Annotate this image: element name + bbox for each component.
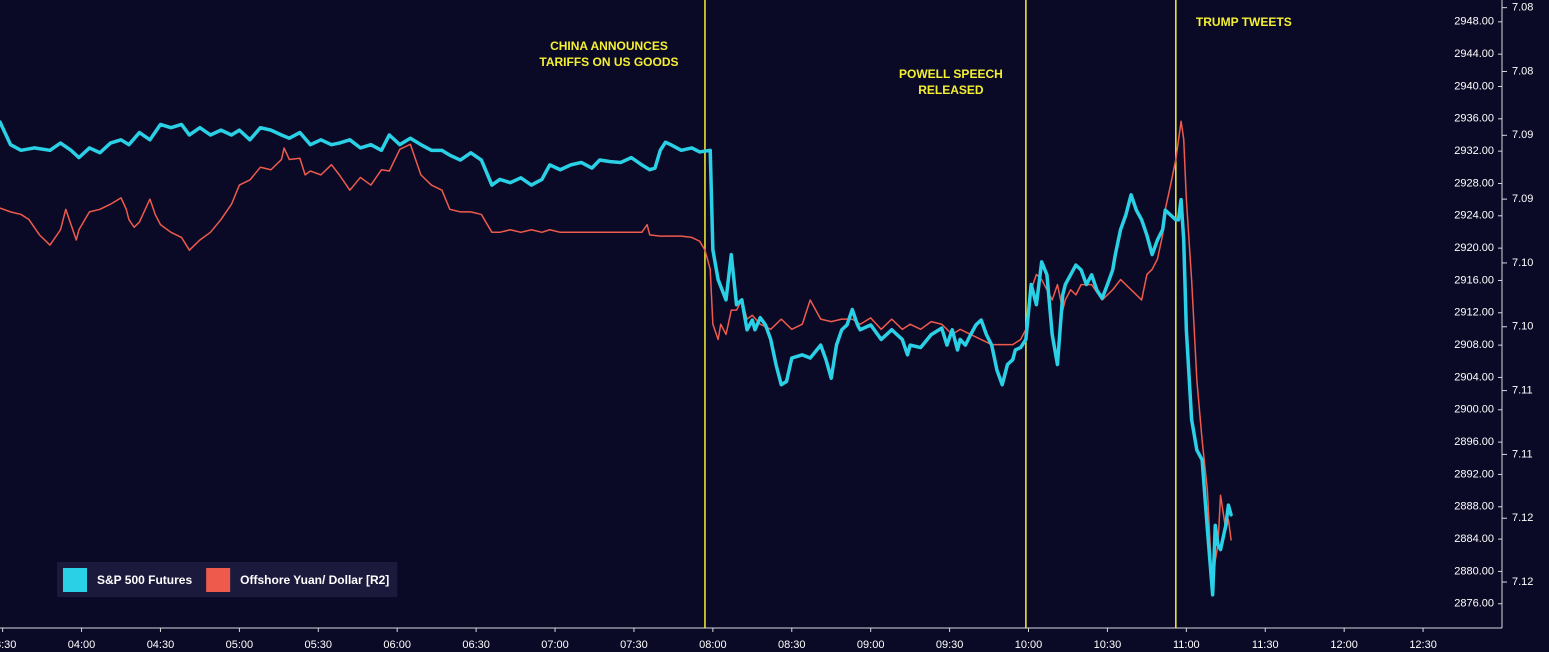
x-tick-label: 04:00 (68, 639, 96, 651)
x-tick-label: 11:00 (1173, 639, 1200, 651)
y-tick-label: 2932.00 (1454, 145, 1494, 157)
x-tick-label: 09:30 (936, 639, 964, 651)
y-tick-label: 2900.00 (1454, 404, 1494, 416)
x-tick-label: 06:30 (462, 639, 490, 651)
y2-tick-label: 7.11 (1512, 448, 1533, 460)
y-tick-label: 2896.00 (1454, 436, 1494, 448)
event-label: CHINA ANNOUNCES (550, 39, 668, 53)
y2-tick-label: 7.12 (1512, 576, 1533, 588)
y-tick-label: 2904.00 (1454, 371, 1494, 383)
y-tick-label: 2948.00 (1454, 16, 1494, 28)
legend: S&P 500 Futures Offshore Yuan/ Dollar [R2… (57, 562, 398, 597)
y-tick-label: 2936.00 (1454, 113, 1494, 125)
y2-tick-label: 7.12 (1512, 512, 1533, 524)
legend-label: S&P 500 Futures (97, 573, 192, 587)
event-label: POWELL SPEECH (899, 67, 1003, 81)
x-tick-label: 08:30 (778, 639, 806, 651)
y-tick-label: 2880.00 (1454, 565, 1494, 577)
x-tick-label: 05:00 (226, 639, 254, 651)
x-tick-label: 12:30 (1409, 639, 1437, 651)
event-label: TRUMP TWEETS (1196, 15, 1292, 29)
y-tick-label: 2876.00 (1454, 598, 1494, 610)
y-tick-label: 2940.00 (1454, 80, 1494, 92)
y-tick-label: 2944.00 (1454, 48, 1494, 60)
y-tick-label: 2888.00 (1454, 501, 1494, 513)
legend-swatch (63, 568, 87, 592)
y2-tick-label: 7.09 (1512, 129, 1533, 141)
event-label: RELEASED (918, 83, 984, 97)
x-tick-label: 11:30 (1252, 639, 1279, 651)
y-tick-label: 2884.00 (1454, 533, 1494, 545)
y-tick-label: 2928.00 (1454, 177, 1494, 189)
x-tick-label: 04:30 (147, 639, 175, 651)
legend-swatch (206, 568, 231, 592)
x-tick-label: 10:00 (1015, 639, 1043, 651)
y2-tick-label: 7.11 (1512, 384, 1533, 396)
x-tick-label: 05:30 (305, 639, 333, 651)
x-tick-label: 07:30 (620, 639, 648, 651)
event-label: TARIFFS ON US GOODS (539, 55, 678, 69)
x-tick-label: 07:00 (541, 639, 569, 651)
x-tick-label: 08:00 (699, 639, 727, 651)
y2-tick-label: 7.08 (1512, 2, 1533, 14)
y2-tick-label: 7.10 (1512, 321, 1533, 333)
y-tick-label: 2920.00 (1454, 242, 1494, 254)
annotations: CHINA ANNOUNCES TARIFFS ON US GOODS POWELL… (539, 0, 1292, 628)
y-tick-label: 2912.00 (1454, 307, 1494, 319)
plot-lines (0, 120, 1233, 597)
legend-label: Offshore Yuan/ Dollar [R2] (240, 573, 389, 587)
y2-tick-label: 7.10 (1512, 257, 1533, 269)
x-tick-label: 09:00 (857, 639, 885, 651)
x-tick-label: 06:00 (383, 639, 411, 651)
y2-tick-label: 7.08 (1512, 65, 1533, 77)
series-line (0, 120, 1232, 596)
y-tick-label: 2924.00 (1454, 210, 1494, 222)
y-tick-label: 2892.00 (1454, 468, 1494, 480)
y2-tick-label: 7.09 (1512, 193, 1533, 205)
x-tick-label: 10:30 (1094, 639, 1122, 651)
x-tick-label: 12:00 (1330, 639, 1358, 651)
series-line (0, 120, 1233, 597)
x-tick-label: 03:30 (0, 639, 16, 651)
y-tick-label: 2908.00 (1454, 339, 1494, 351)
y-tick-label: 2916.00 (1454, 274, 1494, 286)
